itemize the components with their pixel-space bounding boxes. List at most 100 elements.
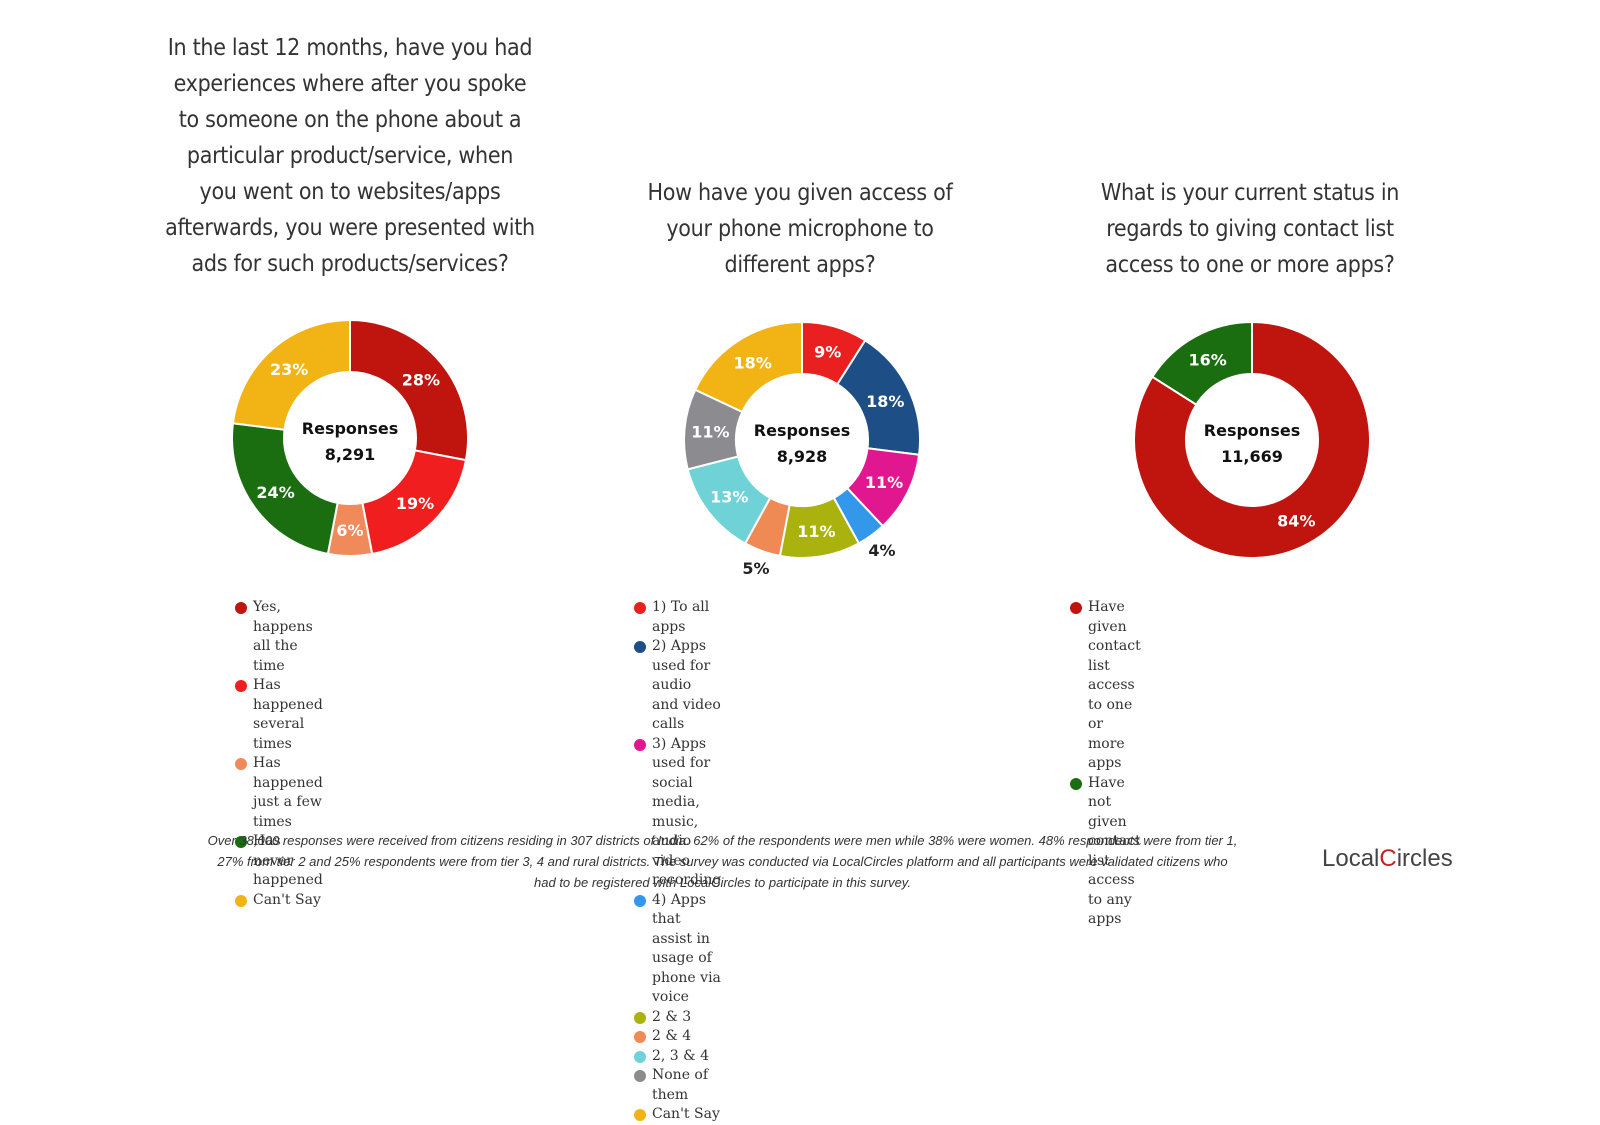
- slice-data-label: 11%: [865, 473, 903, 492]
- donut-chart: 28% 19% 6% 24% 23% Responses 8,291: [231, 318, 469, 557]
- legend-swatch-icon: [235, 680, 247, 692]
- chart-title-line: regards to giving contact list: [1106, 216, 1394, 242]
- localcircles-logo: LocalCircles: [1322, 845, 1453, 873]
- chart-title-line: you went on to websites/apps: [199, 179, 501, 205]
- center-value: 8,291: [325, 445, 376, 464]
- chart-title-line: particular product/service, when: [186, 143, 514, 169]
- slice-data-label: 23%: [270, 360, 308, 379]
- footnote-line: Over 38,000 responses were received from…: [207, 833, 1238, 848]
- legend-label: 3) Apps used for social media, music, au…: [652, 735, 722, 889]
- center-label: Responses: [302, 419, 398, 438]
- center-value: 11,669: [1221, 447, 1283, 466]
- legend-item: 4) Apps that assist in usage of phone vi…: [634, 891, 721, 1008]
- legend-item: 2, 3 & 4: [634, 1047, 721, 1067]
- donut-chart: 9% 18% 11% 4% 11% 5% 13% 11% 18% Responses 8,928: [683, 320, 921, 578]
- center-label: Responses: [1204, 421, 1300, 440]
- legend-label: 2 & 4: [652, 1028, 692, 1044]
- legend-swatch-icon: [634, 1070, 646, 1082]
- legend-label: 1) To all apps: [652, 599, 710, 635]
- slice-data-label: 5%: [742, 559, 769, 578]
- legend-label: Has never happened: [253, 833, 323, 888]
- chart-title: What is your current status in regards to…: [1030, 175, 1470, 283]
- legend-label: 2 & 3: [652, 1008, 692, 1025]
- center-value: 8,928: [777, 447, 828, 466]
- chart-title-line: In the last 12 months, have you had: [167, 35, 533, 61]
- legend-item: 2 & 3: [634, 1008, 721, 1028]
- legend-item: Can't Say: [634, 1105, 721, 1125]
- donut-slice: [693, 320, 803, 414]
- chart-title-line: ads for such products/services?: [191, 251, 509, 277]
- legend-item: Has happened several times: [235, 676, 323, 754]
- donut-slice: [231, 422, 339, 556]
- legend-item: 1) To all apps: [634, 598, 721, 637]
- legend-item: Can't Say: [235, 891, 323, 911]
- chart-title-line: afterwards, you were presented with: [165, 215, 535, 241]
- legend-swatch-icon: [634, 602, 646, 614]
- legend-swatch-icon: [634, 1109, 646, 1121]
- legend-label: Yes, happens all the time: [253, 599, 313, 674]
- legend-item: 3) Apps used for social media, music, au…: [634, 735, 721, 891]
- donut-slice: [1150, 320, 1253, 407]
- slice-data-label: 11%: [691, 422, 729, 441]
- slice-data-label: 18%: [734, 353, 772, 372]
- legend-swatch-icon: [235, 602, 247, 614]
- chart-title-line: different apps?: [724, 252, 876, 278]
- legend-item: Have given contact list access to one or…: [1070, 598, 1141, 774]
- donut-slice: [231, 318, 351, 431]
- legend-swatch-icon: [634, 1050, 646, 1063]
- slice-data-label: 18%: [866, 392, 904, 411]
- slice-data-label: 9%: [814, 343, 841, 362]
- legend-swatch-icon: [634, 894, 646, 907]
- slice-data-label: 19%: [396, 494, 434, 513]
- legend-label: Have given contact list access to one or…: [1088, 599, 1141, 771]
- survey-footnote: Over 38,000 responses were received from…: [160, 830, 1285, 893]
- center-label: Responses: [754, 421, 850, 440]
- legend-label: Can't Say: [652, 1106, 720, 1122]
- legend-label: None of them: [652, 1067, 709, 1103]
- chart-title-line: experiences where after you spoke: [173, 71, 527, 97]
- legend-swatch-icon: [235, 894, 247, 907]
- chart-title-line: How have you given access of: [647, 180, 953, 206]
- logo-text-ircles: ircles: [1396, 845, 1453, 872]
- slice-data-label: 24%: [256, 483, 294, 502]
- legend-swatch-icon: [634, 738, 646, 751]
- legend-item: 2 & 4: [634, 1027, 721, 1047]
- legend-item: Yes, happens all the time: [235, 598, 323, 676]
- legend-label: Has happened just a few times: [253, 755, 323, 830]
- slice-data-label: 4%: [868, 541, 895, 560]
- chart-title-line: What is your current status in: [1100, 180, 1400, 206]
- slice-data-label: 11%: [797, 522, 835, 541]
- legend-item: 2) Apps used for audio and video calls: [634, 637, 721, 735]
- chart-title: How have you given access of your phone m…: [580, 175, 1020, 283]
- footnote-line: had to be registered with LocalCircles t…: [534, 875, 911, 890]
- legend-item: Has happened just a few times: [235, 754, 323, 832]
- chart-title: In the last 12 months, have you had exper…: [130, 30, 570, 282]
- donut-chart: 84% 16% Responses 11,669: [1133, 320, 1371, 559]
- donut-slice: [349, 318, 469, 462]
- chart-title-line: to someone on the phone about a: [178, 107, 522, 133]
- legend-swatch-icon: [634, 1011, 646, 1024]
- legend-item: None of them: [634, 1066, 721, 1105]
- slice-data-label: 13%: [710, 487, 748, 506]
- slice-data-label: 16%: [1189, 350, 1227, 369]
- donut-slice: [1133, 320, 1371, 559]
- legend-label: Has happened several times: [253, 677, 323, 752]
- slice-data-label: 6%: [336, 521, 363, 540]
- slice-data-label: 28%: [402, 370, 440, 389]
- slice-data-label: 84%: [1277, 512, 1315, 531]
- legend-swatch-icon: [235, 836, 247, 848]
- legend-label: 2) Apps used for audio and video calls: [652, 638, 721, 732]
- legend-label: 2, 3 & 4: [652, 1047, 709, 1064]
- logo-text-local: Local: [1322, 845, 1380, 872]
- legend-item: Has never happened: [235, 832, 323, 891]
- logo-c-pin-icon: C: [1379, 845, 1397, 872]
- legend-swatch-icon: [235, 758, 247, 770]
- legend-swatch-icon: [1070, 777, 1082, 790]
- legend-label: 4) Apps that assist in usage of phone vi…: [652, 891, 721, 1006]
- legend-swatch-icon: [634, 641, 646, 653]
- legend-swatch-icon: [634, 1031, 646, 1043]
- legend-swatch-icon: [1070, 602, 1082, 614]
- chart-title-line: your phone microphone to: [666, 216, 934, 242]
- chart-title-line: access to one or more apps?: [1105, 252, 1395, 278]
- footnote-line: 27% from tier 2 and 25% respondents were…: [217, 854, 1228, 869]
